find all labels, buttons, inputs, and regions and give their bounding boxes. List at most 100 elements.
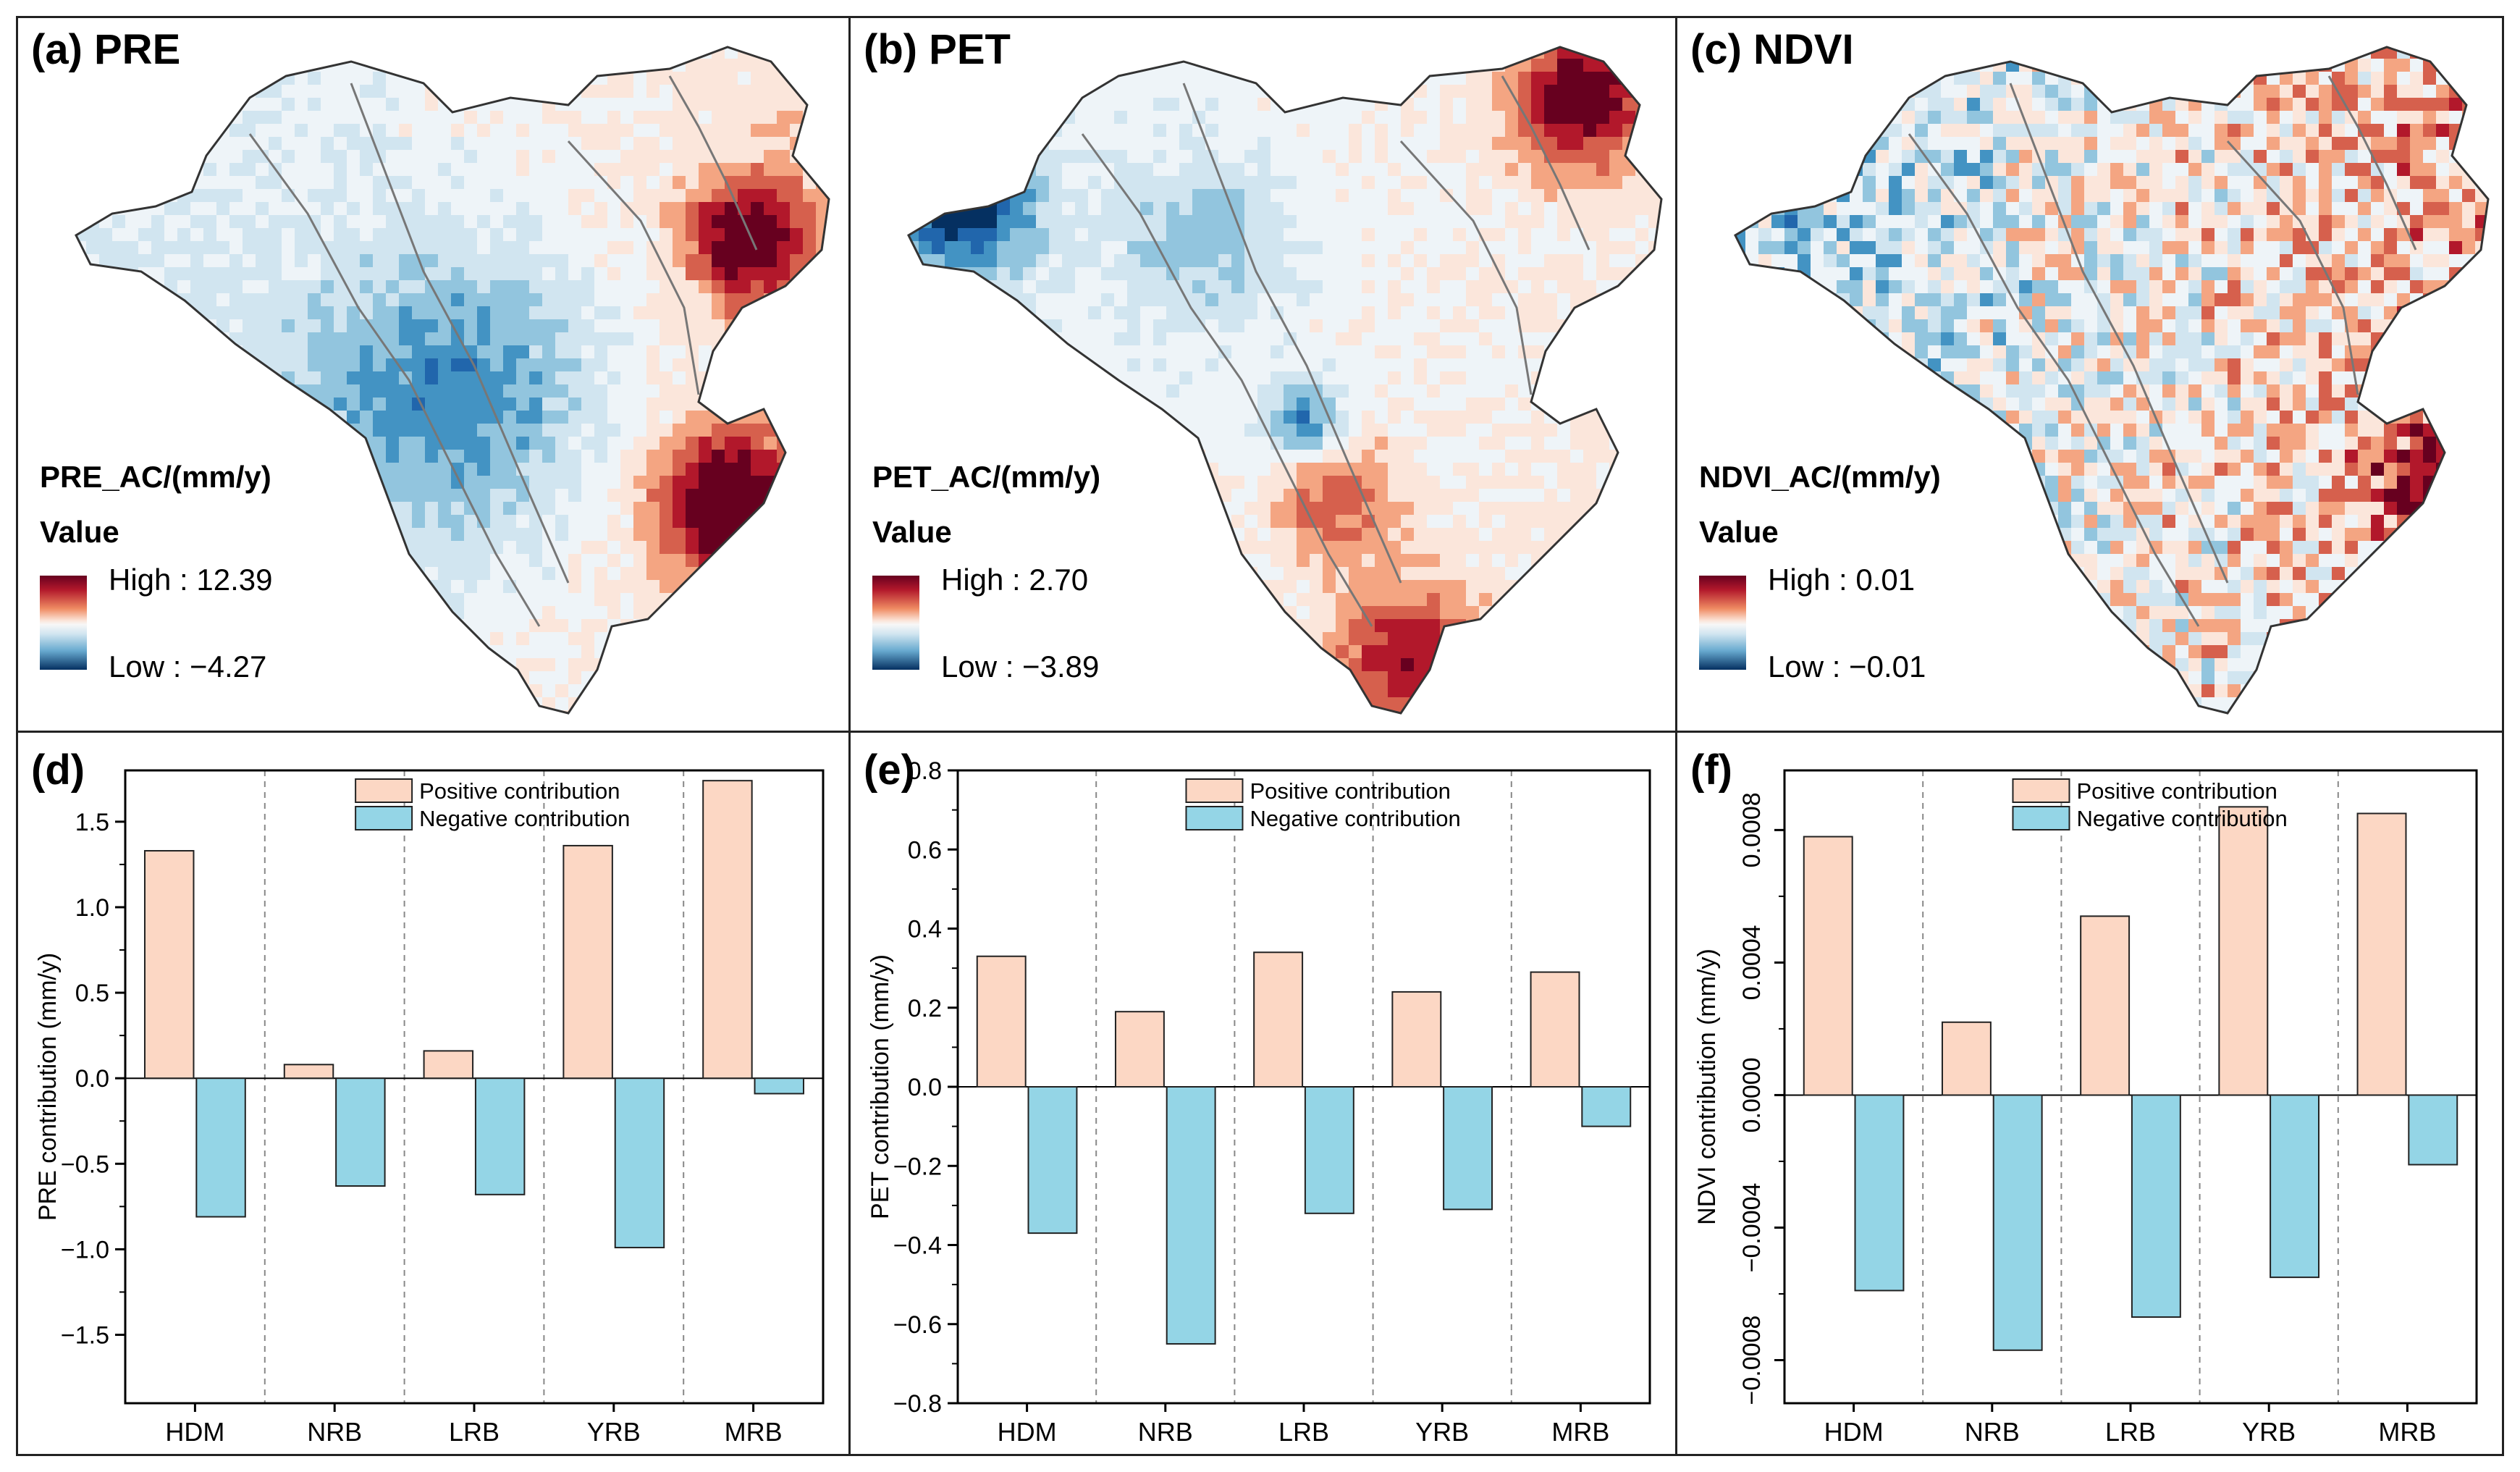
x-tick-label: MRB <box>1551 1417 1609 1447</box>
x-tick-label: MRB <box>725 1417 783 1447</box>
bar-negative-lrb <box>2131 1094 2181 1319</box>
y-tick-label: 0.0008 <box>1738 792 1766 867</box>
legend-entry: Positive contribution <box>2076 778 2277 804</box>
legend-entry: Positive contribution <box>419 778 620 804</box>
legend-color-bar <box>40 576 87 670</box>
y-tick-label: −0.5 <box>61 1151 109 1178</box>
bar-chart-pre: 1.5 1.0 0.5 0.0 −0.5 −1.0 −1.5 HDM NRB LRB YRB MRB P… <box>34 769 825 1447</box>
y-axis-label: NDVI contribution (mm/y) <box>1693 949 1721 1225</box>
legend-low-label: Low : −0.01 <box>1768 649 1926 684</box>
bar-chart-ndvi: 0.0008 0.0004 0.0000 −0.0004 −0.0008 HDM NRB LR… <box>1693 769 2478 1447</box>
y-tick-label: 0.4 <box>908 916 942 943</box>
bar-negative-nrb <box>335 1077 386 1187</box>
legend-low-label: Low : −4.27 <box>109 649 267 684</box>
x-tick-label: YRB <box>1415 1417 1469 1447</box>
y-axis-label: PRE contribution (mm/y) <box>34 953 62 1221</box>
bar-positive-lrb <box>1253 951 1304 1088</box>
bar-positive-mrb <box>2356 812 2407 1096</box>
y-tick-label: 0.0004 <box>1738 925 1766 1000</box>
y-tick-label: 1.0 <box>75 894 109 922</box>
x-tick-label: MRB <box>2378 1417 2436 1447</box>
y-tick-label: −0.8 <box>893 1390 942 1418</box>
bar-negative-lrb <box>1304 1086 1354 1214</box>
bar-positive-mrb <box>1530 971 1580 1088</box>
y-tick-label: 0.8 <box>908 757 942 785</box>
x-tick-label: NRB <box>1138 1417 1193 1447</box>
bar-negative-nrb <box>1166 1086 1216 1345</box>
bar-negative-lrb <box>474 1077 526 1195</box>
legend-swatch <box>1185 806 1244 830</box>
panel-title: (a) PRE <box>31 26 181 73</box>
map-legend: NDVI_AC/(mm/y) Value High : 0.01 Low : −… <box>1699 460 2032 684</box>
x-tick-label: NRB <box>1965 1417 2020 1447</box>
y-tick-label: 0.6 <box>908 836 942 864</box>
x-tick-label: HDM <box>165 1417 224 1447</box>
x-tick-label: HDM <box>1824 1417 1884 1447</box>
map-panel-ndvi: (c) NDVI NDVI_AC/(mm/y) Value High : 0.0… <box>1675 16 2504 733</box>
chart-panel-pre: 1.5 1.0 0.5 0.0 −0.5 −1.0 −1.5 HDM NRB LRB YRB MRB P… <box>16 731 851 1456</box>
map-panel-pet: (b) PET PET_AC/(mm/y) Value High : 2.70 … <box>848 16 1677 733</box>
panel-title: (d) <box>31 746 85 794</box>
y-tick-label: 0.5 <box>75 980 109 1007</box>
bar-negative-yrb <box>614 1077 665 1249</box>
bar-positive-nrb <box>1114 1011 1165 1088</box>
x-tick-label: NRB <box>307 1417 362 1447</box>
legend-swatch <box>355 778 413 803</box>
y-tick-label: −0.0008 <box>1738 1316 1766 1405</box>
bar-positive-nrb <box>283 1064 334 1080</box>
bar-negative-hdm <box>1027 1086 1078 1235</box>
bar-positive-hdm <box>1803 836 1853 1096</box>
y-tick-label: −0.6 <box>893 1311 942 1339</box>
chart-panel-ndvi: 0.0008 0.0004 0.0000 −0.0004 −0.0008 HDM NRB LR… <box>1675 731 2504 1456</box>
legend-value-label: Value <box>872 515 952 549</box>
bar-positive-yrb <box>2218 806 2269 1096</box>
legend-high-label: High : 0.01 <box>1768 563 1916 597</box>
bar-positive-hdm <box>976 955 1027 1088</box>
bar-positive-lrb <box>2080 915 2131 1096</box>
y-tick-label: 0.2 <box>908 995 942 1022</box>
legend-high-label: High : 12.39 <box>109 563 273 597</box>
legend-entry: Positive contribution <box>1250 778 1450 804</box>
bar-negative-mrb <box>2408 1094 2458 1166</box>
x-tick-label: HDM <box>998 1417 1057 1447</box>
map-pet <box>907 46 1663 715</box>
bar-positive-mrb <box>702 780 753 1080</box>
bar-negative-mrb <box>754 1077 805 1095</box>
bar-negative-nrb <box>1992 1094 2043 1351</box>
legend-high-label: High : 2.70 <box>941 563 1089 597</box>
bar-positive-nrb <box>1941 1021 1992 1096</box>
y-tick-label: 0.0000 <box>1738 1057 1766 1132</box>
legend-value-label: Value <box>1699 515 1779 549</box>
legend-title: NDVI_AC/(mm/y) <box>1699 460 1941 494</box>
chart-panel-pet: 0.8 0.6 0.4 0.2 0.0 −0.2 −0.4 −0.6 −0.8 HDM NRB LRB… <box>848 731 1677 1456</box>
x-tick-label: LRB <box>449 1417 500 1447</box>
y-tick-label: −1.0 <box>61 1236 109 1263</box>
panel-title: (c) NDVI <box>1690 26 1854 73</box>
map-pre <box>75 46 830 715</box>
legend-low-label: Low : −3.89 <box>941 649 1100 684</box>
y-tick-label: 1.5 <box>75 809 109 836</box>
panel-title: (e) <box>864 746 915 794</box>
y-tick-label: 0.0 <box>75 1065 109 1093</box>
bar-negative-mrb <box>1581 1086 1632 1127</box>
bar-negative-hdm <box>195 1077 246 1218</box>
bar-chart-pet: 0.8 0.6 0.4 0.2 0.0 −0.2 −0.4 −0.6 −0.8 HDM NRB LRB… <box>867 757 1651 1447</box>
legend-entry: Negative contribution <box>2076 806 2287 831</box>
bar-positive-lrb <box>423 1050 474 1080</box>
map-panel-pre: (a) PRE PRE_AC/(mm/y) Value High : 12.39… <box>16 16 851 733</box>
bar-negative-hdm <box>1854 1094 1905 1292</box>
x-tick-label: YRB <box>2242 1417 2296 1447</box>
bar-positive-yrb <box>1391 991 1442 1088</box>
y-axis-label: PET contribution (mm/y) <box>867 954 894 1219</box>
y-tick-label: −1.5 <box>61 1322 109 1350</box>
legend-title: PRE_AC/(mm/y) <box>40 460 271 494</box>
bar-positive-yrb <box>562 844 613 1080</box>
bar-negative-yrb <box>1443 1086 1493 1211</box>
y-tick-label: −0.2 <box>893 1153 942 1180</box>
panel-title: (f) <box>1690 746 1732 794</box>
map-legend: PRE_AC/(mm/y) Value High : 12.39 Low : −… <box>40 460 373 684</box>
legend-swatch <box>1185 778 1244 803</box>
legend-color-bar <box>1699 576 1746 670</box>
bar-positive-hdm <box>143 850 195 1080</box>
legend-entry: Negative contribution <box>1250 806 1460 831</box>
